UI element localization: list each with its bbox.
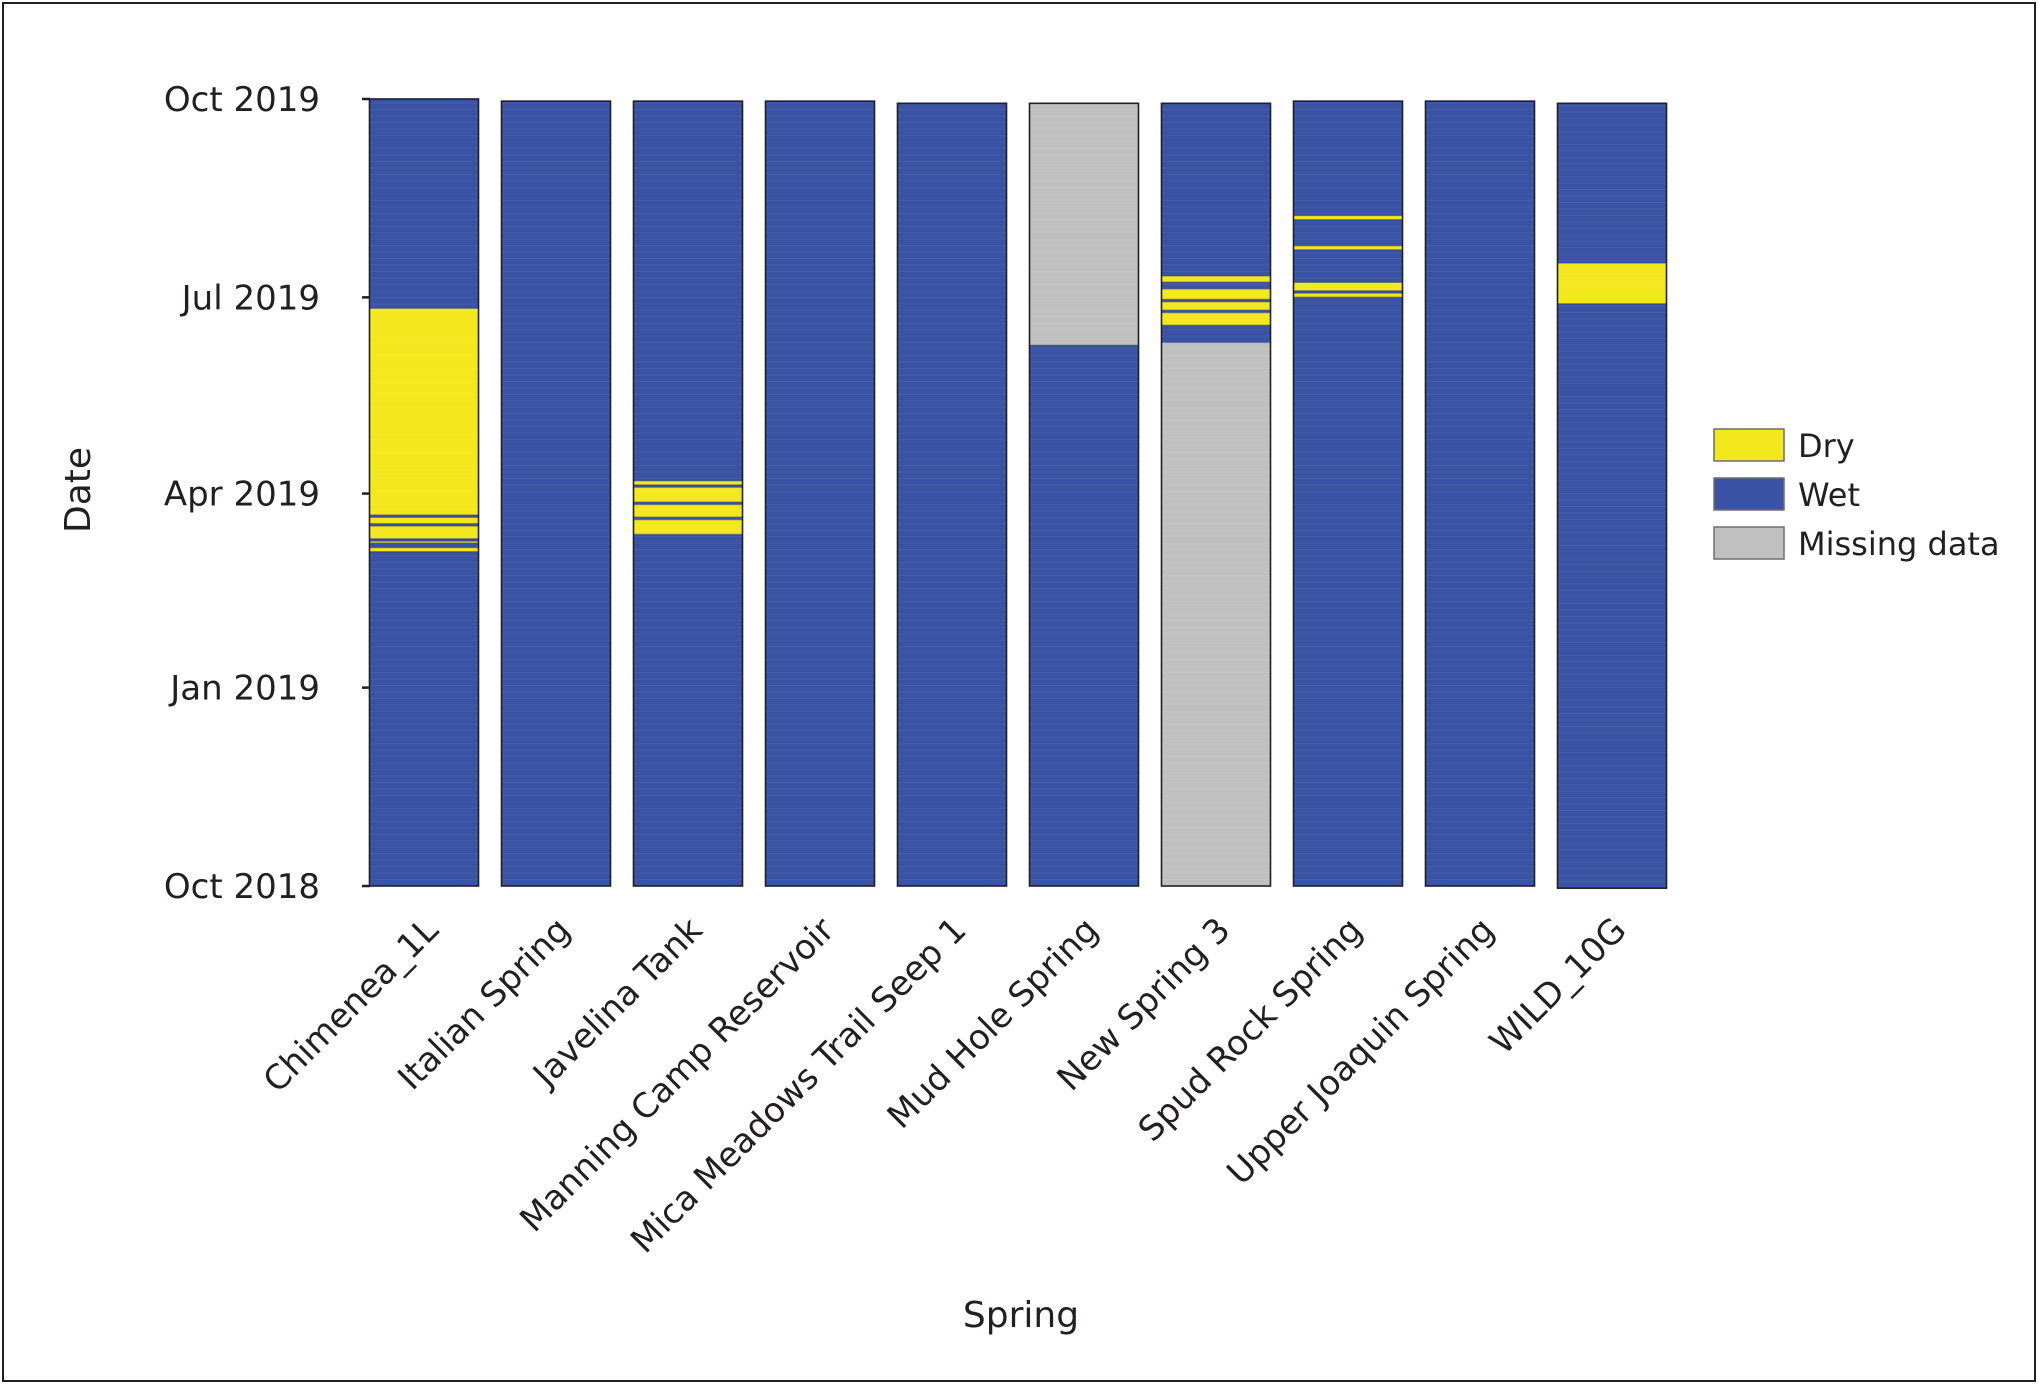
bar-outline xyxy=(368,98,480,887)
segment-dry xyxy=(369,547,479,552)
segment-wet xyxy=(1161,103,1271,276)
segment-dry xyxy=(1161,312,1271,326)
segment-dry xyxy=(1557,262,1667,304)
segment-wet xyxy=(765,101,875,886)
segment-wet xyxy=(369,99,479,309)
x-axis-title: Spring xyxy=(963,1295,1079,1336)
segment-wet xyxy=(1557,303,1667,889)
bar-new-spring-3 xyxy=(1160,102,1272,887)
bar-javelina-tank xyxy=(632,100,744,887)
legend-label: Missing data xyxy=(1798,525,2000,563)
bar-outline xyxy=(764,100,876,887)
bar-mud-hole-spring xyxy=(1028,102,1140,887)
bar-outline xyxy=(1160,102,1272,887)
bar-chimenea-1l xyxy=(368,98,480,887)
segment-dry xyxy=(369,525,479,539)
legend-swatch xyxy=(1713,477,1785,511)
legend-label: Wet xyxy=(1798,476,1860,514)
y-tick-label: Jul 2019 xyxy=(180,278,320,318)
bar-italian-spring xyxy=(500,100,612,887)
bar-outline xyxy=(1556,102,1668,889)
legend: Dry Wet Missing data xyxy=(1713,427,2000,563)
segment-dry xyxy=(1293,245,1403,250)
bar-wild-10g xyxy=(1556,102,1668,889)
segment-wet xyxy=(1557,103,1667,263)
legend-item-missing: Missing data xyxy=(1713,525,2000,563)
bar-mica-meadows-trail-seep-1 xyxy=(896,102,1008,887)
bar-manning-camp-reservoir xyxy=(764,100,876,887)
legend-swatch xyxy=(1713,526,1785,560)
segment-wet xyxy=(1161,325,1271,343)
bar-outline xyxy=(1028,102,1140,887)
segment-wet xyxy=(897,103,1007,887)
y-tick-label: Jan 2019 xyxy=(168,669,320,709)
segment-dry xyxy=(1293,215,1403,220)
legend-item-wet: Wet xyxy=(1713,476,1860,514)
segment-dry xyxy=(633,487,743,503)
y-axis: Oct 2018 Jan 2019 Apr 2019 Jul 2019 Oct 2019 xyxy=(164,80,370,907)
segment-wet xyxy=(1425,101,1535,886)
segment-wet xyxy=(1029,344,1139,886)
bars xyxy=(368,98,1668,889)
y-axis-title: Date xyxy=(58,447,99,533)
bar-outline xyxy=(1424,100,1536,887)
y-tick-label: Apr 2019 xyxy=(164,475,320,515)
segment-wet xyxy=(369,551,479,886)
y-tick-label: Oct 2019 xyxy=(164,80,320,120)
segment-missing xyxy=(1161,342,1271,886)
bar-outline xyxy=(1292,100,1404,887)
segment-wet xyxy=(1293,101,1403,216)
segment-dry xyxy=(1293,282,1403,291)
segment-wet xyxy=(633,101,743,481)
bar-outline xyxy=(500,100,612,887)
legend-swatch xyxy=(1713,428,1785,462)
bar-spud-rock-spring xyxy=(1292,100,1404,887)
segment-dry xyxy=(633,504,743,518)
bar-upper-joaquin-spring xyxy=(1424,100,1536,887)
segment-dry xyxy=(369,541,479,544)
x-tick-label: WILD_10G xyxy=(1482,910,1634,1062)
segment-dry xyxy=(1161,275,1271,283)
segment-dry xyxy=(633,480,743,485)
bar-outline xyxy=(632,100,744,887)
segment-dry xyxy=(369,517,479,524)
x-tick-label: Upper Joaquin Spring xyxy=(1219,910,1502,1193)
segment-dry xyxy=(1161,288,1271,300)
segment-dry xyxy=(633,519,743,535)
legend-item-dry: Dry xyxy=(1713,427,1855,465)
segment-wet xyxy=(633,534,743,886)
segment-missing xyxy=(1029,103,1139,345)
legend-label: Dry xyxy=(1798,427,1855,465)
segment-dry xyxy=(1293,293,1403,298)
segment-wet xyxy=(501,101,611,886)
y-tick-label: Oct 2018 xyxy=(164,867,320,907)
segment-dry xyxy=(369,308,479,516)
bar-outline xyxy=(896,102,1008,887)
segment-dry xyxy=(1161,301,1271,311)
segment-wet xyxy=(1293,297,1403,886)
x-tick-label: Spud Rock Spring xyxy=(1131,910,1371,1150)
